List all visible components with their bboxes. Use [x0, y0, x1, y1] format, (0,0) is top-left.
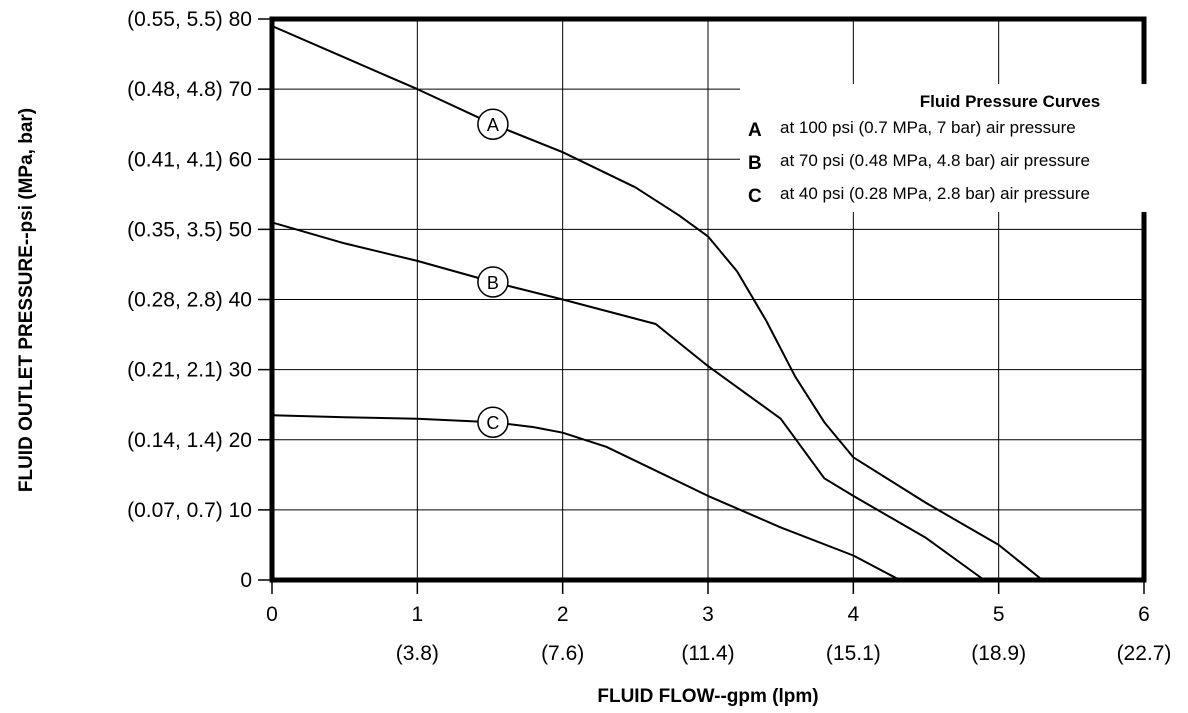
- x-tick-sublabel: (11.4): [681, 642, 734, 665]
- legend-key-a: A: [748, 120, 762, 141]
- x-tick-label: 2: [557, 603, 569, 626]
- y-tick-label: (0.55, 5.5) 80: [127, 8, 252, 31]
- y-axis-title: FLUID OUTLET PRESSURE--psi (MPa, bar): [16, 108, 37, 492]
- x-tick-sublabel: (22.7): [1117, 642, 1172, 665]
- x-axis-title: FLUID FLOW--gpm (lpm): [597, 686, 818, 707]
- x-tick-sublabel: (18.9): [971, 642, 1026, 665]
- y-tick-label: (0.21, 2.1) 30: [127, 359, 252, 382]
- y-tick-label: (0.28, 2.8) 40: [127, 289, 252, 312]
- y-tick-label: (0.48, 4.8) 70: [127, 78, 252, 101]
- x-tick-sublabel: (15.1): [826, 642, 881, 665]
- x-tick-label: 4: [847, 603, 859, 626]
- curve-labels: A B C: [477, 108, 509, 438]
- curves: [271, 25, 1043, 581]
- curve-c-label-circle: [477, 406, 509, 438]
- x-tick-label: 5: [993, 603, 1005, 626]
- y-tick-labels: 0 (0.07, 0.7) 10 (0.14, 1.4) 20 (0.21, 2.1)…: [127, 8, 252, 592]
- curve-a-label-circle: [477, 108, 509, 140]
- y-tick-label: (0.41, 4.1) 60: [127, 148, 252, 171]
- legend-key-c: C: [748, 186, 762, 207]
- legend-text-c: at 40 psi (0.28 MPa, 2.8 bar) air pressu…: [780, 184, 1090, 203]
- tick-marks: [258, 18, 1145, 594]
- x-tick-sublabel: (3.8): [396, 642, 439, 665]
- y-tick-label: (0.14, 1.4) 20: [127, 429, 252, 452]
- legend-text-b: at 70 psi (0.48 MPa, 4.8 bar) air pressu…: [780, 151, 1090, 170]
- x-tick-labels: 0 1 (3.8) 2 (7.6) 3 (11.4) 4 (15.1) 5 (18.9) 6 (22.7…: [266, 603, 1171, 665]
- curve-a-label: A: [487, 115, 499, 135]
- y-tick-label: (0.07, 0.7) 10: [127, 499, 252, 522]
- curve-b-label-circle: [477, 266, 509, 298]
- x-tick-label: 3: [702, 603, 714, 626]
- legend-title: Fluid Pressure Curves: [920, 92, 1100, 111]
- y-tick-label: 0: [240, 569, 252, 592]
- curve-c-line: [271, 414, 901, 581]
- y-tick-label: (0.35, 3.5) 50: [127, 218, 252, 241]
- legend-background: [740, 84, 1168, 212]
- x-tick-label: 1: [411, 603, 423, 626]
- x-tick-label: 6: [1138, 603, 1150, 626]
- curve-a-line: [271, 25, 1043, 581]
- legend-key-b: B: [748, 153, 762, 174]
- legend-text-a: at 100 psi (0.7 MPa, 7 bar) air pressure: [780, 118, 1076, 137]
- curve-b-line: [271, 221, 985, 581]
- curve-c-label: C: [486, 413, 499, 433]
- curve-b-label: B: [487, 273, 499, 293]
- x-tick-label: 0: [266, 603, 278, 626]
- x-tick-sublabel: (7.6): [541, 642, 584, 665]
